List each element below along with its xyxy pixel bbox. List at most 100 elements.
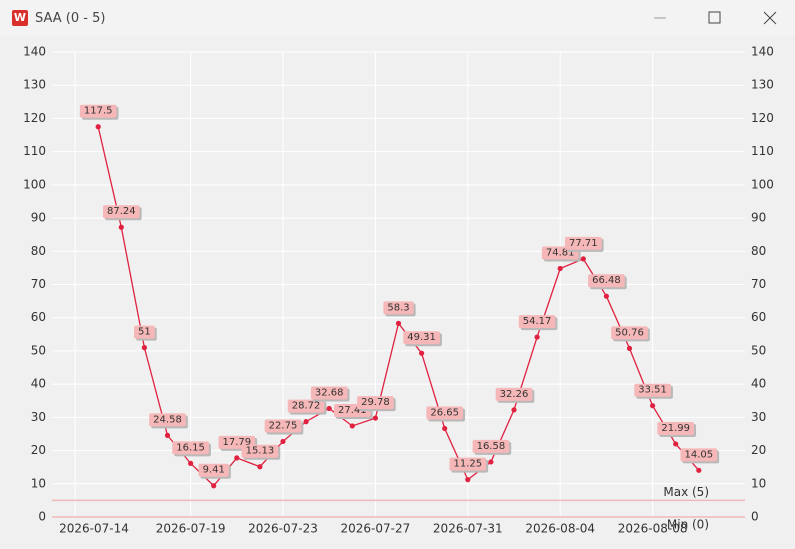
y2-tick-label: 0 — [751, 510, 759, 524]
reference-label: Min (0) — [667, 518, 709, 532]
data-point — [118, 224, 124, 230]
y-tick-label: 20 — [31, 443, 46, 457]
data-point — [211, 483, 217, 489]
data-label-box — [357, 396, 394, 410]
data-label: 32.26 — [500, 389, 529, 400]
close-button[interactable] — [763, 11, 777, 25]
data-label: 49.31 — [407, 332, 436, 343]
x-tick-label: 2026-08-08 — [618, 522, 688, 536]
x-tick-label: 2026-07-31 — [433, 522, 503, 536]
y-tick-label: 0 — [38, 510, 46, 524]
data-point — [280, 438, 286, 445]
chart: 0 10 20 30 40 50 60 70 80 90 100 110 120 130 140 0 10 20 3… — [0, 36, 795, 549]
data-point — [234, 455, 240, 461]
data-label: 28.72 — [292, 401, 321, 412]
data-label: 77.71 — [569, 238, 598, 249]
y-tick-label: 40 — [31, 377, 46, 391]
data-point — [419, 350, 425, 356]
y-tick-label: 60 — [31, 310, 46, 324]
data-label: 54.17 — [523, 316, 552, 327]
y2-tick-label: 20 — [751, 443, 766, 457]
data-label-box — [564, 236, 602, 250]
y2-tick-label: 10 — [751, 476, 766, 490]
data-label: 17.79 — [222, 437, 251, 448]
data-point — [141, 345, 147, 351]
data-label: 74.81 — [546, 248, 575, 259]
data-point — [95, 124, 101, 130]
data-label-box — [634, 383, 671, 397]
data-label-box — [680, 448, 718, 462]
data-point — [372, 415, 378, 421]
data-label-box — [172, 441, 209, 455]
x-tick-label: 2026-08-04 — [525, 522, 595, 536]
y-tick-label: 90 — [31, 211, 46, 225]
y-tick-label: 140 — [23, 45, 46, 59]
data-label: 32.68 — [315, 387, 344, 398]
y-tick-label: 130 — [23, 78, 46, 92]
data-label: 14.05 — [684, 449, 713, 460]
data-point — [696, 467, 702, 473]
window-controls — [654, 11, 777, 25]
x-tick-label: 2026-07-19 — [156, 522, 226, 536]
data-label: 26.65 — [430, 407, 459, 418]
data-label-box — [198, 463, 229, 477]
reference-label: Max (5) — [663, 485, 709, 499]
y-tick-label: 100 — [23, 177, 46, 191]
data-label-box — [495, 387, 533, 401]
data-point — [673, 441, 679, 447]
y2-tick-label: 40 — [751, 377, 766, 391]
data-label: 16.58 — [477, 441, 506, 452]
data-point — [188, 460, 194, 466]
data-point — [626, 345, 633, 352]
y-tick-label: 80 — [31, 244, 46, 258]
x-tick-label: 2026-07-23 — [248, 522, 318, 536]
data-label: 117.5 — [84, 106, 113, 117]
data-label-box — [657, 421, 695, 435]
data-point — [534, 334, 540, 340]
data-label: 29.78 — [361, 397, 390, 408]
data-point — [349, 423, 355, 429]
data-label-box — [310, 386, 348, 400]
data-point — [164, 432, 171, 438]
data-label-box — [287, 399, 325, 413]
data-label: 58.3 — [387, 302, 409, 313]
y2-tick-label: 50 — [751, 343, 766, 357]
maximize-button[interactable] — [708, 11, 721, 24]
data-label: 24.58 — [153, 414, 182, 425]
data-label: 15.13 — [246, 446, 275, 457]
data-point — [511, 407, 517, 413]
app-icon: W — [12, 10, 28, 26]
data-point — [303, 419, 309, 425]
data-point — [326, 405, 332, 412]
window-title: SAA (0 - 5) — [35, 10, 106, 26]
data-point — [488, 459, 494, 465]
data-point — [442, 425, 448, 432]
data-label-box — [264, 419, 302, 433]
data-label-box — [241, 444, 279, 458]
y2-tick-label: 110 — [751, 144, 774, 158]
data-label: 27.41 — [338, 405, 367, 416]
data-label-box — [102, 205, 140, 219]
data-label: 9.41 — [203, 465, 225, 476]
data-label-box — [134, 325, 155, 339]
data-label: 66.48 — [592, 275, 621, 286]
data-label: 33.51 — [638, 385, 667, 396]
data-label: 21.99 — [661, 423, 690, 434]
data-label-box — [79, 104, 117, 118]
y-tick-label: 110 — [23, 144, 46, 158]
data-label: 11.25 — [453, 459, 482, 470]
data-point — [580, 256, 586, 262]
data-label: 22.75 — [269, 420, 298, 431]
title-bar: W SAA (0 - 5) — [0, 0, 795, 36]
x-tick-label: 2026-07-14 — [59, 522, 129, 536]
y2-tick-label: 70 — [751, 277, 766, 291]
data-point — [257, 464, 263, 470]
y-tick-label: 120 — [23, 111, 46, 125]
data-label: 87.24 — [107, 206, 136, 217]
data-label: 16.15 — [176, 442, 205, 453]
data-label-box — [518, 315, 556, 329]
data-label-box — [426, 406, 464, 420]
y2-tick-label: 80 — [751, 244, 766, 258]
data-label: 51 — [138, 327, 151, 338]
